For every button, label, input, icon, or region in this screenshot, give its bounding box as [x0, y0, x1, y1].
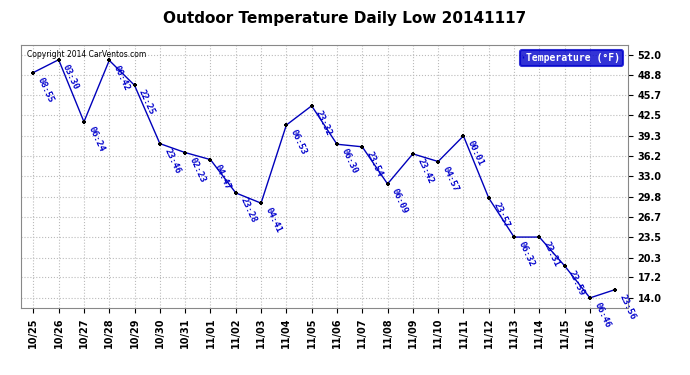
- Text: 06:46: 06:46: [593, 301, 612, 329]
- Text: 06:09: 06:09: [390, 187, 410, 215]
- Text: 04:47: 04:47: [213, 163, 233, 191]
- Text: 23:54: 23:54: [365, 150, 384, 178]
- Point: [53, 57, 64, 63]
- Point: [179, 150, 190, 156]
- Text: 06:24: 06:24: [86, 125, 106, 153]
- Point: [281, 122, 292, 128]
- Point: [559, 263, 570, 269]
- Text: 23:57: 23:57: [491, 201, 511, 229]
- Point: [155, 141, 166, 147]
- Text: 23:59: 23:59: [567, 269, 586, 297]
- Text: 06:30: 06:30: [339, 147, 359, 176]
- Text: 06:53: 06:53: [289, 128, 308, 156]
- Text: 02:23: 02:23: [188, 156, 207, 184]
- Point: [357, 144, 368, 150]
- Text: 23:31: 23:31: [542, 240, 562, 268]
- Point: [79, 119, 90, 125]
- Point: [28, 69, 39, 75]
- Point: [306, 103, 317, 109]
- Point: [610, 286, 621, 292]
- Text: 00:01: 00:01: [466, 139, 486, 167]
- Point: [382, 181, 393, 187]
- Point: [483, 195, 494, 201]
- Point: [433, 159, 444, 165]
- Text: 23:42: 23:42: [415, 157, 435, 185]
- Point: [407, 151, 418, 157]
- Point: [205, 157, 216, 163]
- Point: [104, 57, 115, 63]
- Legend: Temperature (°F): Temperature (°F): [520, 50, 623, 66]
- Text: 04:41: 04:41: [264, 206, 283, 234]
- Text: 00:42: 00:42: [112, 64, 131, 92]
- Point: [534, 234, 545, 240]
- Text: 03:30: 03:30: [61, 63, 81, 91]
- Point: [509, 234, 520, 240]
- Point: [584, 295, 595, 301]
- Point: [458, 133, 469, 139]
- Point: [331, 141, 342, 147]
- Text: Copyright 2014 CarVentos.com: Copyright 2014 CarVentos.com: [27, 50, 146, 59]
- Text: 06:32: 06:32: [517, 240, 536, 268]
- Text: Outdoor Temperature Daily Low 20141117: Outdoor Temperature Daily Low 20141117: [164, 11, 526, 26]
- Text: 23:32: 23:32: [314, 109, 334, 137]
- Text: 23:28: 23:28: [238, 196, 258, 224]
- Text: 04:57: 04:57: [441, 165, 460, 193]
- Point: [230, 190, 241, 196]
- Text: 08:55: 08:55: [36, 76, 55, 104]
- Point: [129, 82, 140, 88]
- Text: 23:46: 23:46: [162, 147, 182, 175]
- Point: [255, 200, 266, 206]
- Text: 23:56: 23:56: [618, 293, 638, 321]
- Text: 22:25: 22:25: [137, 88, 157, 117]
